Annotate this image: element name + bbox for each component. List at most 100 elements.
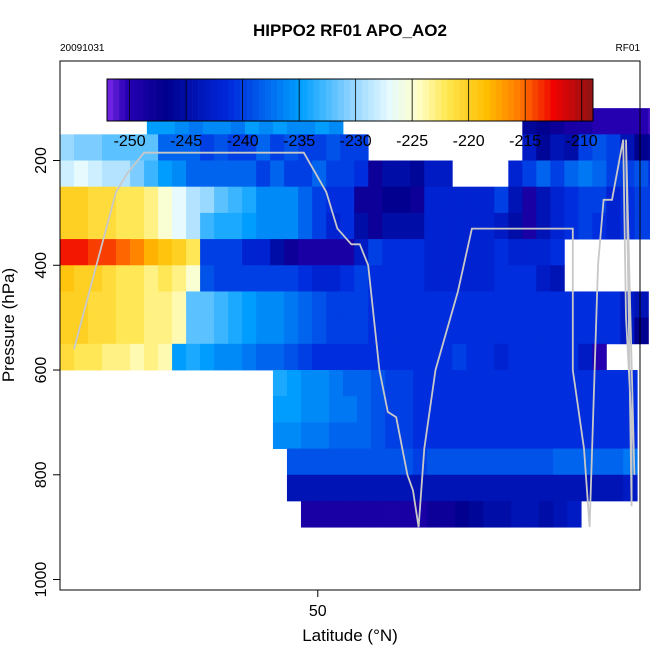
- heatmap-cell: [564, 343, 579, 371]
- x-axis-tick-label: 50: [309, 603, 327, 620]
- heatmap-cell: [314, 474, 330, 502]
- heatmap-cell: [508, 186, 523, 214]
- heatmap-cell: [300, 474, 316, 502]
- flight-track-line: [73, 139, 636, 528]
- y-axis-tick-label: 200: [33, 147, 50, 174]
- heatmap-cell: [483, 448, 498, 476]
- heatmap-cell: [60, 239, 75, 266]
- heatmap-cell: [116, 134, 131, 161]
- heatmap-cell: [256, 265, 271, 292]
- heatmap-cell: [284, 291, 299, 319]
- colorbar-swatch: [125, 79, 132, 121]
- heatmap-cell: [130, 160, 145, 188]
- heatmap-cell: [595, 474, 610, 502]
- heatmap-cell: [284, 160, 299, 188]
- heatmap-cell: [469, 396, 484, 423]
- heatmap-cell: [536, 343, 551, 371]
- heatmap-cell: [314, 370, 330, 397]
- heatmap-cell: [200, 212, 215, 240]
- heatmap-cell: [242, 343, 257, 371]
- heatmap-cell: [424, 291, 439, 319]
- heatmap-cell: [354, 212, 369, 240]
- heatmap-cell: [300, 448, 316, 476]
- colorbar-swatch: [252, 79, 260, 121]
- heatmap-cell: [634, 134, 649, 161]
- heatmap-cell: [382, 265, 397, 292]
- heatmap-cell: [452, 212, 467, 240]
- colorbar-swatch: [532, 79, 539, 121]
- heatmap-cell: [102, 239, 117, 266]
- heatmap-cell: [522, 212, 537, 240]
- heatmap-cell: [564, 160, 579, 188]
- heatmap-cell: [172, 134, 187, 161]
- heatmap-cell: [511, 396, 526, 423]
- colorbar-swatch: [319, 79, 326, 121]
- colorbar-swatch: [489, 79, 497, 121]
- heatmap-cell: [300, 422, 316, 449]
- heatmap-cell: [116, 291, 131, 319]
- heatmap-cell: [592, 108, 607, 135]
- heatmap-cell: [553, 370, 568, 397]
- heatmap-cell: [256, 186, 271, 214]
- heatmap-cell: [648, 212, 650, 240]
- heatmap-cell: [74, 239, 89, 266]
- heatmap-cell: [158, 291, 173, 319]
- heatmap-cell: [578, 186, 593, 214]
- heatmap-cell: [396, 212, 411, 240]
- heatmap-cell: [186, 160, 201, 188]
- heatmap-cell: [623, 474, 638, 502]
- colorbar-swatch: [392, 79, 399, 121]
- heatmap-cell: [410, 343, 425, 371]
- heatmap-cell: [466, 265, 481, 292]
- heatmap-cell: [357, 422, 372, 449]
- y-axis: 200 400 600 800 1000: [33, 147, 60, 597]
- heatmap-cell: [343, 370, 358, 397]
- heatmap-cell: [592, 317, 607, 345]
- heatmap-cell: [368, 265, 383, 292]
- heatmap-cell: [60, 317, 75, 345]
- heatmap-cell: [567, 500, 582, 528]
- heatmap-cell: [172, 239, 187, 266]
- heatmap-cell: [312, 343, 327, 371]
- heatmap-cell: [469, 500, 484, 528]
- heatmap-cell: [452, 239, 467, 266]
- heatmap-cell: [494, 317, 509, 345]
- heatmap-cell: [382, 212, 397, 240]
- heatmap-cell: [606, 291, 621, 319]
- colorbar-tick-label: -250: [114, 133, 146, 150]
- heatmap-cell: [494, 239, 509, 266]
- heatmap-cell: [410, 186, 425, 214]
- heatmap-cell: [508, 291, 523, 319]
- colorbar-swatch: [113, 79, 120, 121]
- heatmap-cell: [550, 291, 565, 319]
- y-axis-tick-label: 1000: [33, 562, 50, 598]
- heatmap-cell: [298, 134, 313, 161]
- colorbar-swatch: [119, 79, 126, 121]
- heatmap-cell: [480, 291, 495, 319]
- heatmap-cell: [242, 239, 257, 266]
- heatmap-cell: [550, 239, 565, 266]
- heatmap-cell: [609, 474, 624, 502]
- heatmap-cell: [452, 186, 467, 214]
- heatmap-cell: [606, 108, 621, 135]
- colorbar-swatch: [368, 79, 375, 121]
- heatmap-cell: [60, 186, 75, 214]
- heatmap-cell: [648, 186, 650, 214]
- heatmap-cells: [60, 108, 650, 528]
- heatmap-cell: [427, 448, 442, 476]
- heatmap-cell: [354, 343, 369, 371]
- heatmap-cell: [200, 265, 215, 292]
- heatmap-cell: [158, 343, 173, 371]
- heatmap-cell: [200, 239, 215, 266]
- heatmap-cell: [116, 212, 131, 240]
- heatmap-cell: [606, 317, 621, 345]
- heatmap-cell: [328, 422, 344, 449]
- heatmap-cell: [312, 160, 327, 188]
- heatmap-cell: [550, 160, 565, 188]
- heatmap-cell: [427, 422, 442, 449]
- heatmap-cell: [385, 500, 400, 528]
- colorbar-swatch: [556, 79, 563, 121]
- heatmap-cell: [438, 343, 453, 371]
- heatmap-cell: [102, 160, 117, 188]
- heatmap-cell: [116, 343, 131, 371]
